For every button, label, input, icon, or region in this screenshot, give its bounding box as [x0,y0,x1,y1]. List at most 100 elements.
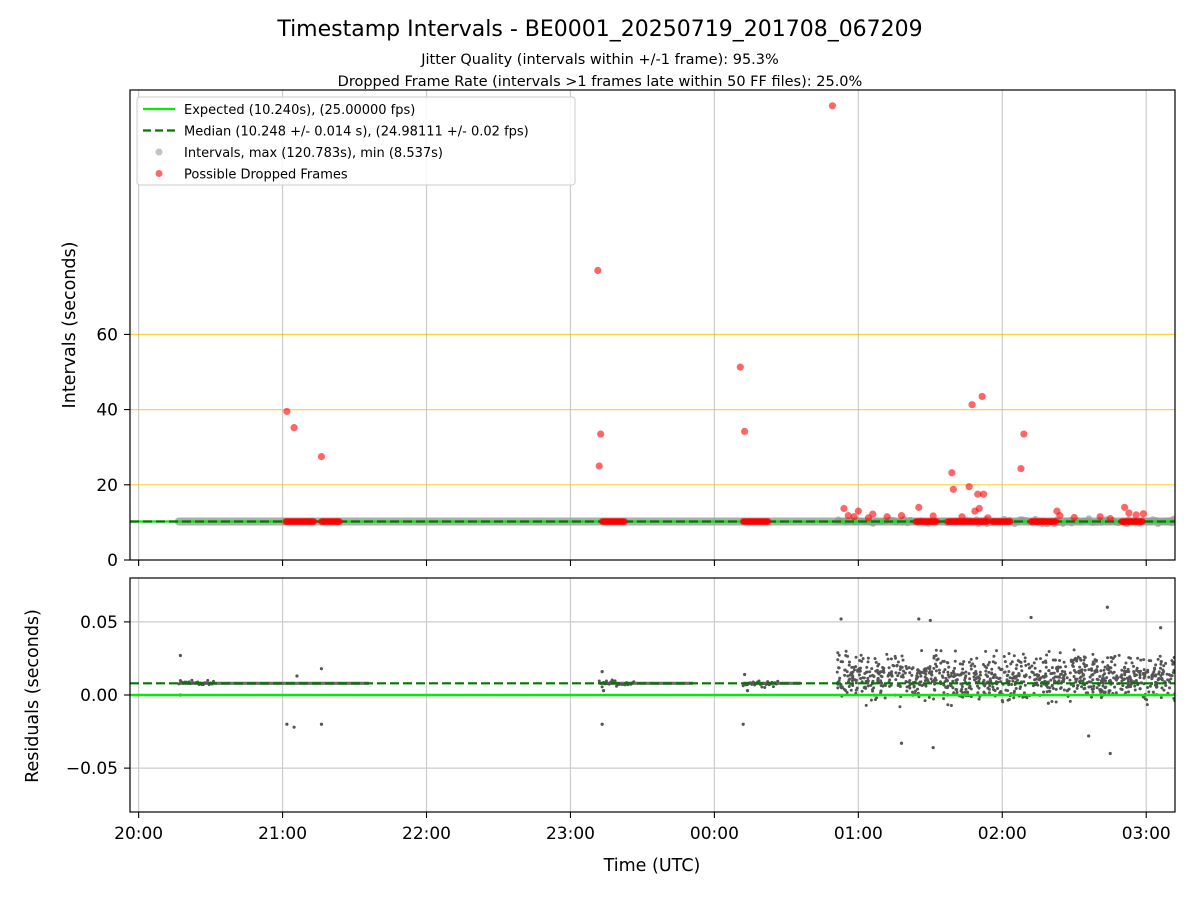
residual-point [933,681,937,685]
residual-point [1108,678,1112,682]
legend-entry-label: Intervals, max (120.783s), min (8.537s) [184,146,443,161]
residual-point [968,684,972,688]
residual-point [932,697,936,701]
dropped-frame-point [764,518,772,525]
residual-point [1029,615,1033,620]
residual-point [1068,678,1072,682]
residual-point [1142,668,1146,672]
residual-point [883,696,887,700]
residual-point [1123,665,1127,669]
residual-point [1092,684,1096,688]
residual-point [841,660,845,664]
residual-point [934,669,938,673]
residual-point [1062,677,1066,681]
residual-point [601,689,606,693]
residual-point [927,695,931,699]
residual-point [1153,683,1157,687]
residual-point [1023,656,1027,660]
residual-point [1021,652,1025,656]
dropped-frame-point [869,510,877,518]
residual-point [1082,662,1086,666]
residual-point [1016,678,1020,682]
residual-point [890,674,894,678]
dropped-frame-point [1017,465,1025,473]
residual-point [1065,676,1069,680]
residual-point [865,665,869,669]
residuals-y-tick-label: 0.05 [80,613,118,633]
residual-point [1146,686,1150,690]
residual-point [858,667,862,671]
residual-point [924,684,928,688]
residual-point [632,680,636,684]
intervals-y-tick-label: 20 [96,476,118,496]
residual-point [851,683,855,687]
residual-point [1099,669,1103,673]
dropped-frame-point [1139,510,1147,518]
residual-point [1006,673,1010,677]
intervals-y-tick-label: 0 [107,551,118,571]
residual-point [1157,672,1161,676]
residual-point [858,658,862,662]
residual-point [945,660,949,664]
residual-point [1139,681,1143,685]
residual-point [976,684,980,688]
residual-point [938,671,942,675]
residual-point [1047,649,1051,653]
residual-point [1091,690,1095,694]
residual-point [1111,656,1115,660]
residual-point [844,653,848,657]
residual-point [1046,701,1050,705]
residual-point [915,671,919,675]
residual-point [1044,665,1048,669]
residual-point [211,679,215,683]
residual-point [1042,690,1046,694]
residual-point [1143,672,1147,676]
residual-point [1136,656,1140,660]
residual-point [963,690,967,694]
residual-point [1015,663,1019,667]
legend-entry-label: Expected (10.240s), (25.00000 fps) [184,103,415,118]
residual-point [962,671,966,675]
residual-point [992,654,996,658]
residual-point [1006,689,1010,693]
residual-point [928,618,932,623]
residual-point [898,705,902,709]
residual-point [836,658,840,662]
residual-point [896,660,900,664]
residual-point [1034,677,1038,681]
chart-title: Timestamp Intervals - BE0001_20250719_20… [276,17,922,42]
residual-point [876,664,880,668]
residual-point [949,703,953,707]
residual-point [943,668,947,672]
residual-point [1160,678,1164,682]
residual-point [1010,660,1014,664]
residual-point [1139,658,1143,662]
residual-point [889,657,893,661]
residual-point [1044,674,1048,678]
residual-point [1038,669,1042,673]
residual-point [932,688,936,692]
dropped-frame-point [1132,511,1140,519]
residual-point [1116,676,1120,680]
residual-point [1008,676,1012,680]
residual-point [1075,686,1079,690]
residual-point [1157,677,1161,681]
residual-point [977,697,981,701]
residual-point [1105,667,1109,671]
residual-point [984,649,988,653]
residual-point [978,677,982,681]
dropped-frame-point [965,483,973,491]
residual-point [1049,678,1053,682]
residual-point [977,679,981,683]
dropped-frame-point [310,518,318,525]
residual-point [952,675,956,679]
residual-point [860,689,864,693]
residual-point [1005,678,1009,682]
residual-point [1003,660,1007,664]
residual-point [1172,696,1175,700]
residual-point [967,660,971,664]
residual-point [1110,660,1114,664]
residual-point [890,670,894,674]
residuals-panel: 0.05 0.00 −0.05 20:00 21:00 22:00 23:00 00:00 01… [66,577,1176,844]
dropped-frame-point [1096,513,1104,521]
